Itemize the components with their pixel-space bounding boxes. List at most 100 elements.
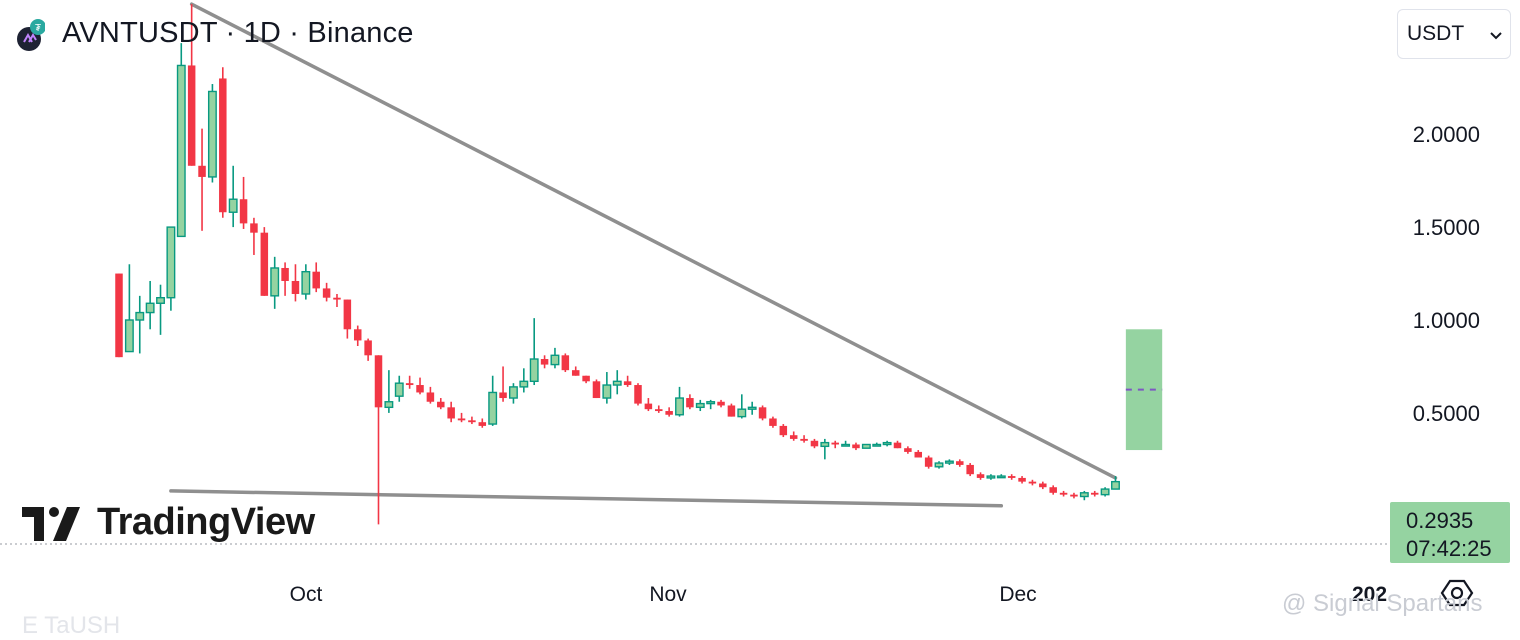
candle [893, 440, 902, 449]
trendline-1 [189, 2, 1118, 480]
candle [1028, 479, 1037, 486]
candle [934, 461, 944, 469]
candle-body [882, 441, 892, 446]
candle [384, 370, 394, 413]
candle [655, 405, 663, 413]
candle [333, 293, 341, 307]
candle [1111, 476, 1120, 490]
candle [747, 401, 757, 415]
candle-body [540, 359, 549, 365]
candle-body [904, 448, 912, 452]
candle-body [384, 401, 394, 409]
candle-body [416, 385, 424, 393]
candle-body [1111, 480, 1120, 490]
candle-body [800, 438, 808, 441]
candle [623, 375, 632, 387]
candle [810, 438, 819, 449]
candle [820, 438, 830, 460]
candle [1090, 490, 1099, 497]
candle-body [686, 398, 694, 408]
candle [695, 399, 705, 412]
candle-body [166, 226, 176, 299]
chevron-down-icon [1490, 27, 1502, 45]
currency-label: USDT [1407, 22, 1465, 45]
candle-body [1039, 483, 1047, 488]
x-tick-label: Dec [999, 583, 1036, 606]
candle [115, 273, 123, 358]
candle-body [312, 271, 320, 289]
candle [852, 442, 860, 451]
candle-body [135, 311, 145, 321]
candle [207, 84, 217, 183]
candle [717, 399, 725, 408]
candle [612, 370, 622, 395]
candle [592, 379, 601, 399]
candle-body [176, 64, 186, 238]
candle [198, 128, 206, 231]
candle-body [644, 403, 653, 410]
candle [872, 442, 882, 447]
candle [582, 375, 590, 384]
candle-body [924, 457, 933, 467]
candle [665, 407, 673, 417]
x-tick-label: Nov [649, 583, 687, 606]
candle-body [457, 418, 466, 421]
candle [176, 43, 186, 238]
candle-body [634, 385, 642, 404]
currency-select[interactable]: USDT [1397, 9, 1511, 59]
candle [841, 440, 851, 447]
candles [115, 4, 1120, 525]
candle-body [301, 270, 311, 295]
candle-body [187, 65, 196, 166]
candle [437, 398, 445, 410]
candle [270, 256, 280, 309]
y-tick-label: 2.0000 [1413, 122, 1480, 147]
candle-body [468, 420, 476, 423]
gear-icon [1440, 579, 1474, 607]
candle-body [478, 422, 487, 426]
candle [882, 440, 892, 447]
candle [260, 227, 269, 296]
candle [831, 440, 839, 449]
chart-settings-button[interactable] [1440, 578, 1474, 608]
candle [519, 368, 529, 393]
candle [250, 217, 258, 255]
candle-body [717, 401, 725, 406]
candle-body [582, 375, 590, 382]
candle-body [550, 354, 560, 366]
candle [986, 474, 996, 480]
candle [1100, 487, 1110, 497]
candle [644, 398, 653, 412]
candle [706, 399, 716, 410]
candle-body [1090, 492, 1099, 495]
candle-body [934, 462, 944, 468]
x-tick-label: 202 [1352, 583, 1387, 606]
candle [1059, 490, 1068, 497]
candle [634, 383, 642, 406]
candle-body [831, 442, 839, 445]
candle [447, 401, 455, 423]
target-box [1125, 329, 1163, 451]
candle-body [852, 444, 860, 449]
candle [312, 262, 320, 293]
candle-body [665, 411, 673, 415]
candle-body [675, 397, 684, 416]
last-price-tag: 0.2935 07:42:25 [1390, 502, 1510, 563]
candle-body [1059, 492, 1068, 495]
candle-body [727, 405, 736, 417]
candle [291, 264, 300, 302]
candle-body [861, 443, 871, 449]
candle-body [602, 384, 612, 399]
candle [1049, 485, 1057, 495]
candle [675, 386, 684, 417]
candle-body [343, 299, 352, 330]
candle [301, 264, 311, 300]
candle-body [529, 358, 539, 383]
candle-body [872, 443, 882, 447]
candle-body [333, 297, 341, 300]
candle-body [1070, 494, 1078, 497]
candle [405, 375, 414, 389]
candle [187, 4, 196, 166]
candle [996, 474, 1006, 479]
